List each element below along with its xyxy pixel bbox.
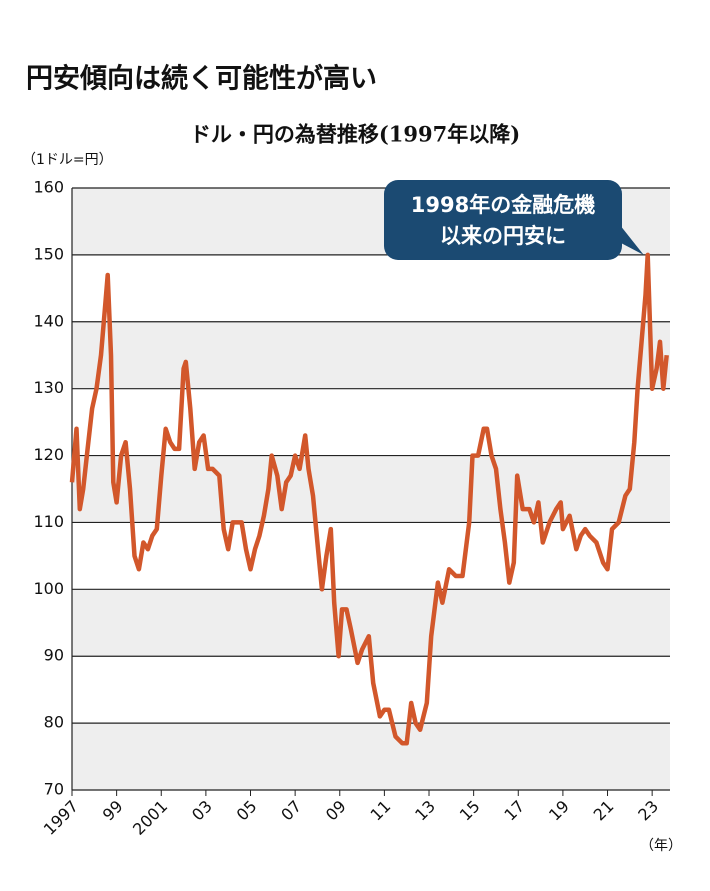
annotation-text: 以来の円安に: [440, 224, 566, 248]
y-tick-label: 130: [33, 378, 64, 397]
data-line: [69, 252, 669, 746]
x-tick-label: 03: [188, 797, 216, 825]
y-tick-label: 80: [44, 713, 64, 732]
y-tick-label: 150: [33, 244, 64, 263]
plot-band: [72, 455, 670, 523]
plot-band: [72, 723, 670, 790]
x-tick-label: 21: [590, 797, 618, 825]
y-tick-label: 90: [44, 646, 64, 665]
y-tick-label: 160: [33, 178, 64, 197]
y-tick-label: 110: [33, 512, 64, 531]
x-tick-label: 13: [411, 797, 439, 825]
x-tick-label: 07: [277, 797, 305, 825]
y-tick-label: 120: [33, 445, 64, 464]
callout-box: [384, 180, 622, 260]
y-tick-label: 140: [33, 311, 64, 330]
x-tick-label: 09: [322, 797, 350, 825]
x-tick-label: 99: [99, 797, 127, 825]
x-axis-label: （年）: [640, 838, 682, 854]
x-tick-label: 23: [634, 797, 662, 825]
x-tick-label: 11: [367, 797, 395, 825]
x-tick-label: 2001: [129, 797, 171, 839]
x-tick-label: 19: [545, 797, 573, 825]
y-axis-label: （1ドル=円）: [22, 152, 113, 168]
x-tick-label: 05: [233, 797, 261, 825]
x-tick-label: 17: [500, 797, 528, 825]
plot-band: [72, 321, 670, 389]
y-tick-label: 100: [33, 579, 64, 598]
chart-subtitle: ドル・円の為替推移(1997年以降): [190, 122, 520, 147]
x-tick-label: 1997: [40, 797, 82, 839]
annotation-text: 1998年の金融危機: [411, 193, 595, 217]
y-tick-label: 70: [44, 780, 64, 799]
chart-title: 円安傾向は続く可能性が高い: [26, 63, 377, 95]
x-tick-label: 15: [456, 797, 484, 825]
